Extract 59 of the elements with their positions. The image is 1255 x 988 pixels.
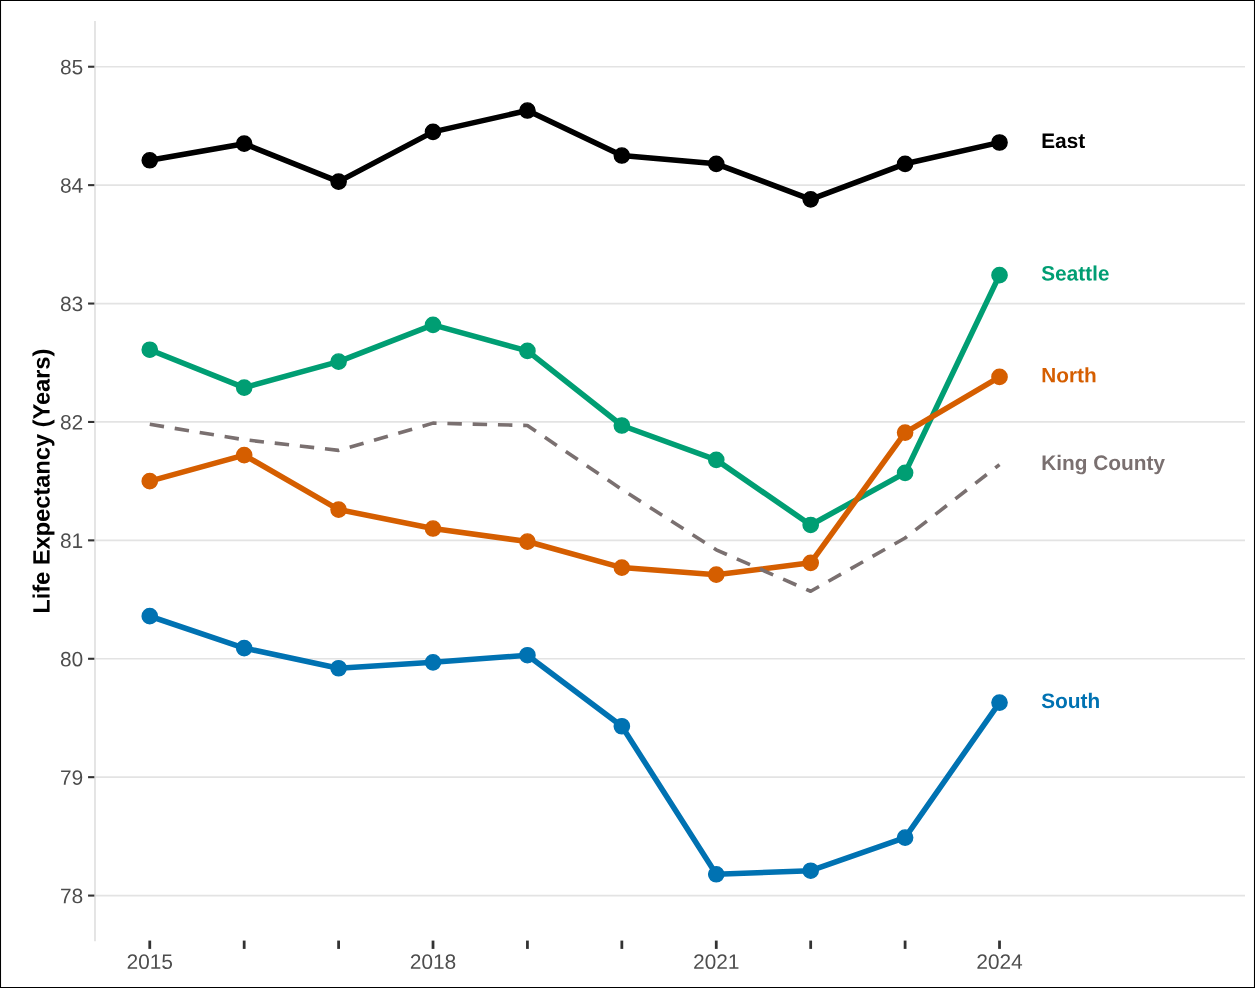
- line-series: [147, 421, 1002, 594]
- point: [235, 135, 253, 153]
- point: [141, 607, 159, 625]
- point: [991, 266, 1008, 284]
- point: [802, 862, 820, 880]
- y-tick-label: 83: [60, 296, 83, 312]
- point: [424, 123, 442, 141]
- point: [330, 501, 347, 518]
- point: [896, 829, 914, 846]
- point: [991, 134, 1008, 151]
- text: King County: [1042, 454, 1165, 475]
- point: [802, 516, 820, 534]
- series-label: South: [1041, 692, 1099, 709]
- point: [707, 566, 725, 584]
- point: [896, 464, 914, 482]
- y-axis-title: Life Expectancy (Years): [32, 349, 55, 613]
- point: [519, 342, 536, 360]
- point: [707, 155, 725, 173]
- point: [896, 424, 914, 441]
- point: [896, 155, 914, 173]
- point: [424, 316, 442, 334]
- point: [141, 341, 159, 359]
- point: [519, 533, 536, 550]
- point: [613, 147, 631, 164]
- point: [707, 451, 725, 469]
- y-tick-label: 85: [60, 59, 83, 75]
- x-tick-label: 2024: [977, 954, 1023, 970]
- x-tick-label: 2018: [410, 954, 456, 970]
- point: [802, 191, 820, 208]
- y-tick-label: 79: [61, 770, 83, 785]
- series-label: North: [1042, 367, 1096, 383]
- y-tick-label: 82: [60, 414, 83, 430]
- point: [235, 639, 253, 657]
- point: [330, 173, 347, 190]
- point: [424, 653, 442, 671]
- x-tick-label: 2015: [127, 954, 173, 970]
- point: [330, 353, 347, 370]
- point: [613, 717, 631, 735]
- point: [613, 417, 631, 434]
- point: [991, 694, 1008, 711]
- y-tick-label: 78: [61, 888, 83, 904]
- point: [802, 554, 820, 572]
- point: [519, 646, 536, 664]
- point: [330, 659, 347, 677]
- series-label: Seattle: [1041, 265, 1109, 281]
- point: [613, 559, 631, 576]
- point: [707, 865, 725, 883]
- point: [141, 151, 159, 169]
- y-tick-label: 81: [60, 533, 83, 549]
- y-tick-label: 84: [60, 178, 83, 193]
- point: [424, 520, 442, 537]
- point: [235, 446, 253, 464]
- y-tick-label: 80: [60, 651, 83, 667]
- series-label: East: [1042, 133, 1085, 149]
- point: [235, 379, 253, 396]
- point: [141, 472, 159, 490]
- point: [991, 368, 1008, 386]
- x-tick-label: 2021: [694, 954, 739, 970]
- point: [519, 102, 536, 119]
